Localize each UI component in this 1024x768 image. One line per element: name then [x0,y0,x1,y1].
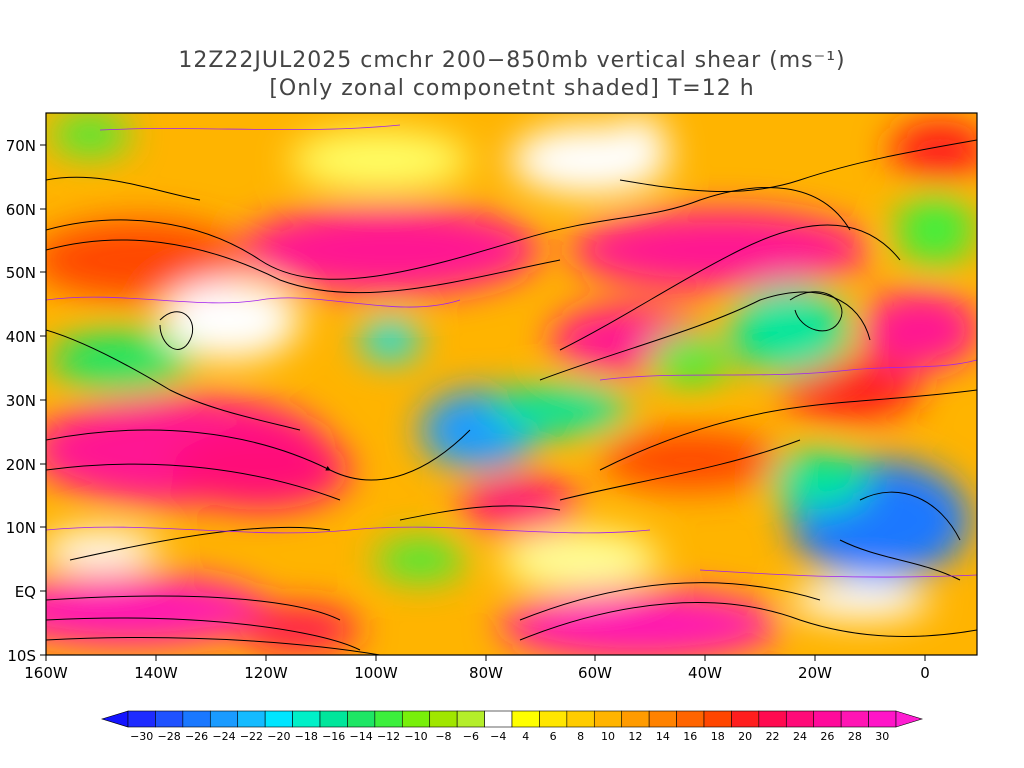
colorbar-label: −28 [158,730,181,743]
colorbar-swatch [648,710,677,728]
colorbar-swatch [840,710,869,728]
colorbar-swatch [237,710,266,728]
lon-label-60w: 60W [578,664,612,682]
colorbar-swatch [621,710,650,728]
colorbar-swatch [319,710,348,728]
colorbar-label: −26 [185,730,208,743]
colorbar-label: 20 [738,730,752,743]
colorbar-swatch [785,710,815,728]
colorbar-label: 14 [656,730,670,743]
colorbar-label: 6 [550,730,557,743]
lat-label-20n: 20N [6,456,36,474]
colorbar-label: −8 [435,730,451,743]
lon-label-160w: 160W [24,664,68,682]
colorbar-label: 4 [522,730,529,743]
colorbar-swatch [155,710,184,728]
lon-label-80w: 80W [469,664,503,682]
colorbar-swatch [209,710,239,728]
lon-label-20w: 20W [798,664,832,682]
colorbar-swatch [456,710,485,728]
colorbar-swatch [731,710,760,728]
colorbar-swatch [566,710,595,728]
colorbar-label: −20 [267,730,290,743]
colorbar-label: 10 [601,730,615,743]
colorbar-label: 18 [711,730,725,743]
colorbar-label: −10 [404,730,427,743]
colorbar-label: 26 [820,730,834,743]
colorbar-label: 12 [628,730,642,743]
lat-label-40n: 40N [6,328,36,346]
lat-label-10n: 10N [6,519,36,537]
colorbar-label: 16 [683,730,697,743]
colorbar-label: 30 [875,730,889,743]
colorbar-swatch [127,710,156,728]
colorbar-label: 28 [848,730,862,743]
lat-label-eq: EQ [15,583,36,601]
colorbar-swatch [703,710,732,728]
colorbar-swatch [401,710,431,728]
lon-label-40w: 40W [688,664,722,682]
lon-label-100w: 100W [354,664,398,682]
contour-lines [46,124,977,578]
map-frame [45,112,978,656]
lat-ticks [40,144,46,656]
lat-label-70n: 70N [6,137,36,155]
lat-label-50n: 50N [6,264,36,282]
colorbar-label: −4 [490,730,506,743]
colorbar-swatch [593,710,623,728]
colorbar-label: −24 [212,730,235,743]
colorbar-swatch [182,710,211,728]
lon-ticks [45,655,926,661]
colorbar-swatch [758,710,787,728]
colorbar-swatch [868,710,897,728]
colorbar-label: −16 [322,730,345,743]
colorbar-label: −14 [350,730,373,743]
lon-label-140w: 140W [134,664,178,682]
colorbar-swatch [484,710,513,728]
lon-label-120w: 120W [244,664,288,682]
colorbar-label: −12 [377,730,400,743]
streamlines [46,139,977,655]
colorbar-swatch [676,710,705,728]
lon-label-0: 0 [920,664,930,682]
lat-label-60n: 60N [6,201,36,219]
colorbar-swatch [347,710,376,728]
colorbar-swatch [374,710,403,728]
map-title-line2: [Only zonal componetnt shaded] T=12 h [269,76,755,101]
colorbar-label: 24 [793,730,807,743]
colorbar-label: −6 [463,730,479,743]
colorbar-swatch [429,710,458,728]
colorbar-label: −18 [295,730,318,743]
colorbar-swatch [511,710,540,728]
colorbar-label: 8 [577,730,584,743]
lat-label-10s: 10S [7,647,36,665]
colorbar-swatch [539,710,568,728]
colorbar-swatch [292,710,321,728]
colorbar-swatch [264,710,293,728]
shear-shading [46,113,977,655]
colorbar-label: −30 [130,730,153,743]
colorbar-label: 22 [766,730,780,743]
colorbar-label: −22 [240,730,263,743]
colorbar-under-triangle [100,710,129,728]
lat-label-30n: 30N [6,392,36,410]
colorbar-over-triangle [895,710,924,728]
colorbar: −30 −28 −26 −24 −22 −20 −18 −16 −14 −12 −10 −8 −6 −4 4… [100,710,924,743]
colorbar-swatch [813,710,842,728]
map-title-line1: 12Z22JUL2025 cmchr 200−850mb vertical sh… [178,48,846,73]
